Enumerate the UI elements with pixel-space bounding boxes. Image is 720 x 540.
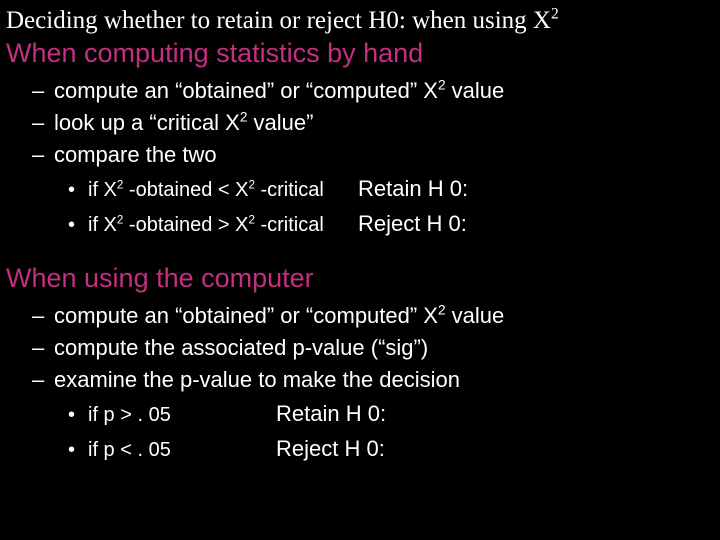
decision: Retain H 0: [276,396,386,431]
decision: Reject H 0: [276,431,385,466]
txt: : [380,401,386,426]
sub: 0 [448,211,460,236]
dash-bullet: – [32,75,54,107]
txt: -obtained < [123,179,235,201]
sub-item: • if p < . 05 Reject H 0: [68,431,708,466]
txt: Retain H [276,401,368,426]
txt: compute an “obtained” or “computed” X [54,78,438,103]
txt: X [235,214,248,236]
dash-bullet: – [32,139,54,171]
decision: Reject H 0: [358,206,467,241]
txt: : [462,176,468,201]
section-heading-1: When computing statistics by hand [6,38,708,69]
sub: 0 [366,436,378,461]
dash-bullet: – [32,364,54,396]
section-heading-2: When using the computer [6,263,708,294]
list-item: – look up a “critical X2 value” [32,107,708,139]
dot-bullet: • [68,434,88,466]
list-item: – compute the associated p-value (“sig”) [32,332,708,364]
item-text: examine the p-value to make the decision [54,364,460,396]
slide: { "background_color": "#000000", "width_… [0,0,720,540]
condition: if X2 -obtained < X2 -critical [88,174,358,206]
section-2-list: – compute an “obtained” or “computed” X2… [32,300,708,396]
txt: Retain H [358,176,450,201]
dot-bullet: • [68,399,88,431]
slide-title: Deciding whether to retain or reject H0:… [6,6,708,36]
list-item: – examine the p-value to make the decisi… [32,364,708,396]
txt: Reject H [358,211,448,236]
txt: X [235,179,248,201]
sup: 2 [438,303,446,318]
section-2-sublist: • if p > . 05 Retain H 0: • if p < . 05 … [68,396,708,466]
dot-bullet: • [68,174,88,206]
item-text: look up a “critical X2 value” [54,107,313,139]
list-item: – compare the two [32,139,708,171]
sub-item: • if X2 -obtained < X2 -critical Retain … [68,171,708,206]
title-text-1: Deciding whether to retain or reject H [6,7,386,34]
condition: if p < . 05 [88,434,276,466]
section-1-list: – compute an “obtained” or “computed” X2… [32,75,708,171]
txt: if X [88,179,117,201]
list-item: – compute an “obtained” or “computed” X2… [32,75,708,107]
title-sup: 2 [551,6,559,23]
txt: : [461,211,467,236]
txt: -obtained > [123,214,235,236]
item-text: compute an “obtained” or “computed” X2 v… [54,75,504,107]
txt: compute an “obtained” or “computed” X [54,303,438,328]
txt: value [446,303,505,328]
txt: if X [88,214,117,236]
txt: : [379,436,385,461]
sub: 0 [450,176,462,201]
txt: -critical [255,179,324,201]
condition: if p > . 05 [88,399,276,431]
txt: look up a “critical X [54,110,240,135]
txt: value” [247,110,313,135]
list-item: – compute an “obtained” or “computed” X2… [32,300,708,332]
section-1-sublist: • if X2 -obtained < X2 -critical Retain … [68,171,708,241]
txt: -critical [255,214,324,236]
decision: Retain H 0: [358,171,468,206]
dot-bullet: • [68,209,88,241]
sup: 2 [438,78,446,93]
sub-item: • if p > . 05 Retain H 0: [68,396,708,431]
condition: if X2 -obtained > X2 -critical [88,209,358,241]
dash-bullet: – [32,332,54,364]
title-text-2: : when using X [399,7,551,34]
dash-bullet: – [32,107,54,139]
item-text: compute an “obtained” or “computed” X2 v… [54,300,504,332]
txt: value [446,78,505,103]
item-text: compare the two [54,139,217,171]
title-sub: 0 [386,7,399,34]
sub: 0 [368,401,380,426]
txt: Reject H [276,436,366,461]
sub-item: • if X2 -obtained > X2 -critical Reject … [68,206,708,241]
item-text: compute the associated p-value (“sig”) [54,332,428,364]
dash-bullet: – [32,300,54,332]
